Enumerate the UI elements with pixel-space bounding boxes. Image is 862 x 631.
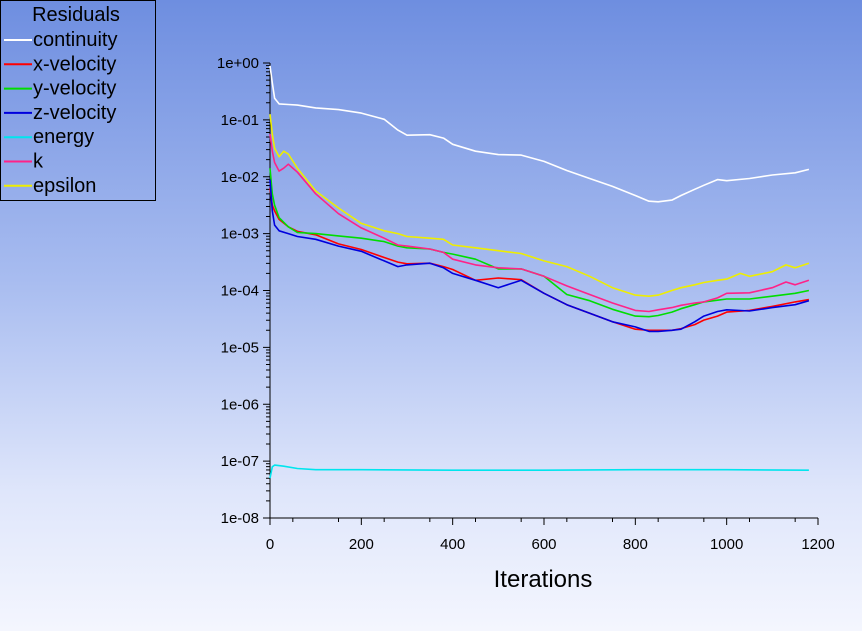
series-line-epsilon: [269, 114, 810, 298]
series-line-z-velocity: [269, 179, 810, 333]
series-line-continuity: [269, 65, 810, 203]
ticks: 1e+00 1e-01 1e-02 1e-03 1e-04 1e-05 1e-06 1e-07…: [217, 55, 835, 553]
y-tick-label: 1e-02: [221, 169, 259, 186]
x-tick-label: 400: [440, 536, 465, 553]
x-tick-label: 600: [531, 536, 556, 553]
x-tick-label: 1200: [801, 536, 834, 553]
legend-label-continuity: continuity: [33, 29, 118, 51]
y-tick-label: 1e-05: [221, 339, 259, 356]
x-tick-label: 200: [349, 536, 374, 553]
legend-box: [0, 0, 156, 201]
legend-label-y-velocity: y-velocity: [33, 78, 116, 100]
x-tick-label: 800: [623, 536, 648, 553]
legend-title: Residuals: [32, 4, 120, 26]
y-tick-label: 1e-06: [221, 396, 259, 413]
x-axis-title: Iterations: [494, 566, 593, 593]
series: [269, 65, 810, 479]
x-tick-label: 1000: [710, 536, 743, 553]
legend-label-epsilon: epsilon: [33, 175, 96, 197]
legend-label-x-velocity: x-velocity: [33, 53, 116, 75]
legend-label-energy: energy: [33, 126, 94, 148]
legend-label-k: k: [33, 151, 44, 173]
y-tick-label: 1e-08: [221, 510, 259, 527]
y-tick-label: 1e-07: [221, 453, 259, 470]
y-tick-label: 1e+00: [217, 55, 259, 72]
x-tick-label: 0: [266, 536, 274, 553]
series-line-energy: [269, 464, 809, 479]
y-tick-label: 1e-03: [221, 226, 259, 243]
legend-label-z-velocity: z-velocity: [33, 102, 116, 124]
y-tick-label: 1e-04: [221, 283, 259, 300]
y-tick-label: 1e-01: [221, 112, 259, 129]
series-line-y-velocity: [269, 168, 810, 318]
series-line-k: [269, 133, 810, 313]
axes: [269, 63, 818, 519]
